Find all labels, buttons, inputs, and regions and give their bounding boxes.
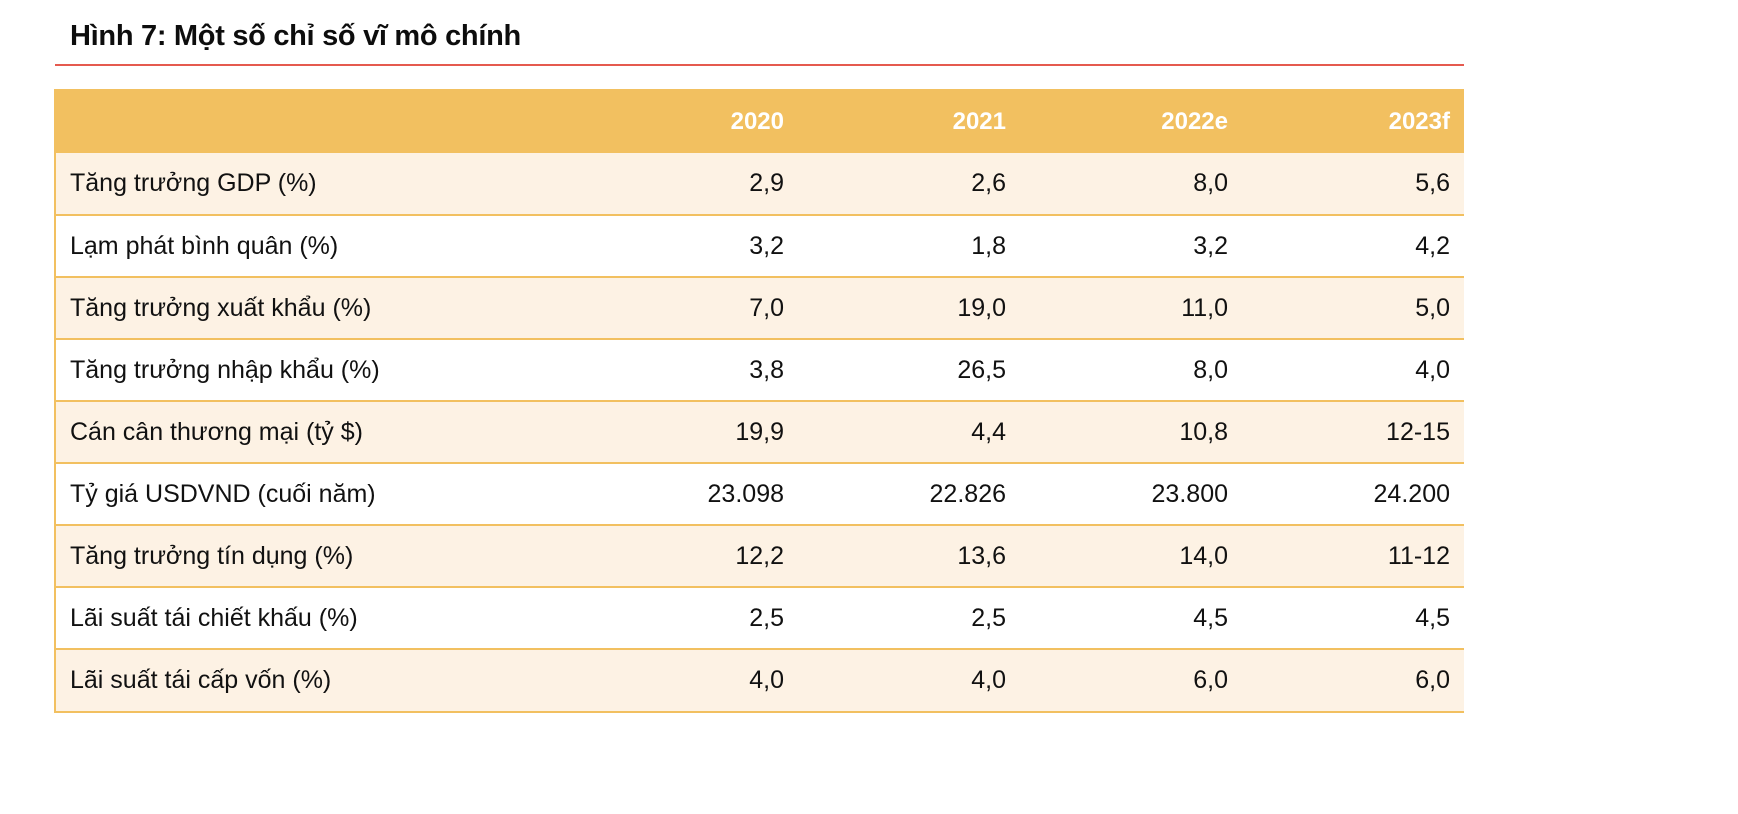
value-cell: 2,9 (749, 169, 784, 197)
value-cell: 8,0 (1020, 338, 1242, 401)
value-cell: 4,0 (798, 648, 1020, 711)
value-cell: 7,0 (576, 276, 798, 339)
header-row: 2020 2021 2022e 2023f (56, 91, 1464, 153)
row-label: Lãi suất tái chiết khấu (%) (56, 586, 576, 649)
table-row: Cán cân thương mại (tỷ $) 19,9 4,4 10,8 12-1… (56, 400, 1464, 463)
header-year-2023f: 2023f (1388, 108, 1450, 135)
value-cell: 12,2 (576, 524, 798, 587)
table-row: Lạm phát bình quân (%) 3,2 1,8 3,2 4,2 (56, 214, 1464, 277)
row-label: Tăng trưởng tín dụng (%) (56, 524, 576, 587)
table-row: Lãi suất tái chiết khấu (%) 2,5 2,5 4,5 4,5 (56, 586, 1464, 649)
value-cell: 22.826 (798, 462, 1020, 525)
value-cell: 11-12 (1242, 524, 1464, 587)
value-cell: 5,0 (1242, 276, 1464, 339)
header-year-2021: 2021 (952, 108, 1006, 135)
value-cell: 2,5 (798, 586, 1020, 649)
value-cell: 2,5 (576, 586, 798, 649)
row-label: Tăng trưởng GDP (%) (70, 169, 317, 197)
value-cell: 4,0 (1242, 338, 1464, 401)
value-cell: 11,0 (1020, 276, 1242, 339)
value-cell: 23.098 (576, 462, 798, 525)
value-cell: 4,0 (576, 648, 798, 711)
header-year-2020: 2020 (730, 108, 784, 135)
row-label: Cán cân thương mại (tỷ $) (56, 400, 576, 463)
value-cell: 2,6 (971, 169, 1006, 197)
table-body: Tăng trưởng GDP (%) 2,9 2,6 8,0 5,6 Lạm phát … (56, 153, 1464, 711)
table-row: Lãi suất tái cấp vốn (%) 4,0 4,0 6,0 6,0 (56, 648, 1464, 711)
row-label: Lãi suất tái cấp vốn (%) (56, 648, 576, 711)
value-cell: 4,5 (1242, 586, 1464, 649)
value-cell: 5,6 (1415, 169, 1450, 197)
value-cell: 23.800 (1020, 462, 1242, 525)
figure-title: Hình 7: Một số chỉ số vĩ mô chính (70, 20, 521, 52)
value-cell: 6,0 (1020, 648, 1242, 711)
row-label: Tỷ giá USDVND (cuối năm) (56, 462, 576, 525)
value-cell: 12-15 (1242, 400, 1464, 463)
macro-indicators-table: 2020 2021 2022e 2023f Tăng trưởng GDP (%… (54, 89, 1464, 713)
value-cell: 19,0 (798, 276, 1020, 339)
value-cell: 24.200 (1242, 462, 1464, 525)
value-cell: 1,8 (798, 214, 1020, 277)
value-cell: 3,8 (576, 338, 798, 401)
row-label: Tăng trưởng xuất khẩu (%) (56, 276, 576, 339)
table-row: Tăng trưởng GDP (%) 2,9 2,6 8,0 5,6 (56, 153, 1464, 215)
table-row: Tăng trưởng tín dụng (%) 12,2 13,6 14,0 11-1… (56, 524, 1464, 587)
value-cell: 4,4 (798, 400, 1020, 463)
table-row: Tăng trưởng nhập khẩu (%) 3,8 26,5 8,0 4,0 (56, 338, 1464, 401)
value-cell: 19,9 (576, 400, 798, 463)
value-cell: 14,0 (1020, 524, 1242, 587)
value-cell: 3,2 (576, 214, 798, 277)
header-label-column (56, 91, 576, 153)
value-cell: 6,0 (1242, 648, 1464, 711)
value-cell: 4,2 (1242, 214, 1464, 277)
row-label: Tăng trưởng nhập khẩu (%) (56, 338, 576, 401)
value-cell: 10,8 (1020, 400, 1242, 463)
row-label: Lạm phát bình quân (%) (56, 214, 576, 277)
value-cell: 3,2 (1020, 214, 1242, 277)
table-row: Tăng trưởng xuất khẩu (%) 7,0 19,0 11,0 5,0 (56, 276, 1464, 339)
title-divider (55, 64, 1464, 66)
value-cell: 8,0 (1193, 169, 1228, 197)
value-cell: 4,5 (1020, 586, 1242, 649)
table-row: Tỷ giá USDVND (cuối năm) 23.098 22.826 23.8… (56, 462, 1464, 525)
value-cell: 26,5 (798, 338, 1020, 401)
value-cell: 13,6 (798, 524, 1020, 587)
table-header: 2020 2021 2022e 2023f (56, 91, 1464, 153)
header-year-2022e: 2022e (1161, 108, 1228, 135)
